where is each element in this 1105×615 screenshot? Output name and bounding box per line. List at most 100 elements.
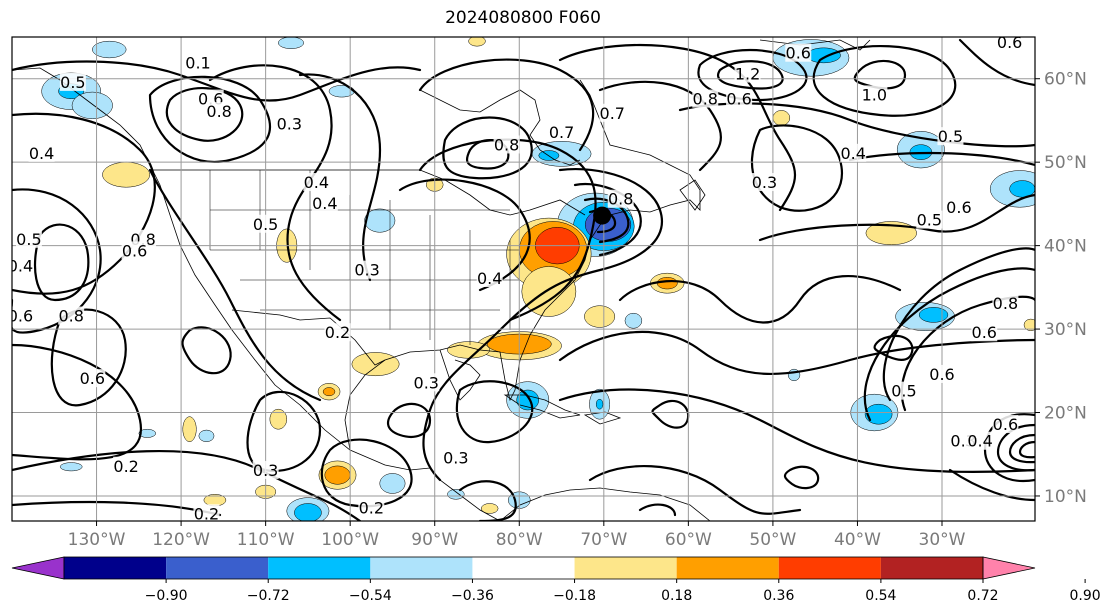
contour-label: 0.6 [726,90,751,109]
shaded-region [322,387,336,397]
contour-label: 0.2 [325,323,350,342]
contour-label: 0.8 [494,135,519,154]
contour-line [246,390,322,473]
shaded-region [480,503,499,514]
contour-label: 0.8 [693,90,718,109]
contour-line [853,59,907,90]
contour-line [958,38,1035,87]
contour-line [387,402,432,438]
lon-label: 50°W [749,530,796,550]
contour-label-bg [252,460,279,479]
contour-label: 0.3 [354,261,379,280]
contour-label-bg [311,193,338,212]
colorbar-segment [778,557,881,579]
contour-label-bg [58,306,85,325]
lon-label: 70°W [580,530,627,550]
lon-label: 30°W [919,530,966,550]
contour-line [33,223,90,302]
contour-line [651,399,690,429]
contour-label: 0.6 [122,241,147,260]
contour-line [442,116,533,180]
contour-label-bg [726,89,753,108]
contour-label-bg [916,210,943,229]
contour-label: 0.6 [929,365,954,384]
colorbar-tick-label: −0.72 [247,588,290,604]
contour-label-bg [324,323,351,342]
shaded-region [379,473,406,494]
contour-label-bg [971,323,998,342]
south-america-coast [499,487,711,521]
contour-line [422,328,502,482]
contour-label: 0.4 [8,256,33,275]
contour-line [848,151,1035,167]
contour-line [812,44,957,117]
contour-line [498,168,663,332]
storm-marker-layer [593,206,612,225]
contour-label: 0.2 [359,498,384,517]
contour-line [398,178,531,292]
lon-label: 130°W [68,530,126,550]
shaded-region [364,208,396,233]
yucatan-coast [439,349,481,401]
coastlines-and-borders [12,39,871,521]
contour-line [455,380,534,444]
contour-line [863,267,1035,422]
colorbar-segment [574,557,677,579]
contour-line [12,449,362,521]
contour-label-bg [193,504,220,521]
shaded-region [278,37,304,49]
contour-label-bg [992,415,1019,434]
contour-label-bg [354,260,381,279]
contour-label: 0.4 [477,269,502,288]
greenland [759,39,871,51]
contour-label-bg [840,143,867,162]
lat-lon-gridlines [12,37,1035,521]
newfoundland [679,179,706,211]
contour-line [717,60,784,90]
contour-label-bg [303,173,330,192]
colorbar-tick-label: −0.36 [451,588,494,604]
contour-label: 0.7 [600,104,625,123]
contour-label: 0.5 [60,73,85,92]
contour-line [418,58,595,152]
shaded-region [324,465,351,485]
colorbar-segment [472,557,575,579]
contour-label: 0.6 [8,307,33,326]
lat-label: 10°N [1044,487,1087,507]
contour-label: 0.5 [938,127,963,146]
contour-label: 0.2 [113,457,138,476]
contour-label: 0.2 [194,504,219,523]
contour-label: 0.3 [752,173,777,192]
shaded-region [864,403,893,425]
contour-label: 0.8 [206,102,231,121]
contour-label: 0.6 [80,369,105,388]
lat-label: 40°N [1044,237,1087,257]
shaded-region [521,266,577,317]
contour-label: 0.4 [841,144,866,163]
shaded-region [468,37,486,47]
contour-label: 0.5 [16,230,41,249]
latitude-tick-labels: 60°N 50°N 40°N 30°N 20°N 10°N [1035,70,1087,507]
colorbar-tick-label: 0.54 [865,588,896,604]
colorbar-tick-label: −0.90 [145,588,188,604]
contour-line [638,503,677,517]
contour-labels: 0.50.40.10.60.80.30.40.50.40.80.60.50.40… [8,37,1023,523]
contour-label-bg [992,294,1019,313]
contour-line [148,75,271,163]
contour-label-bg [890,381,917,400]
contour-label-bg [599,103,626,122]
shaded-region [595,398,604,410]
lat-label: 50°N [1044,153,1087,173]
contour-line [588,464,802,515]
contour-line [873,334,914,361]
lon-label: 40°W [834,530,881,550]
contour-label: 0.5 [917,211,942,230]
contour-label: 1.2 [735,65,760,84]
contour-lines [12,38,1035,521]
contour-label-bg [751,173,778,192]
contour-label: 0.7 [549,123,574,142]
contour-line [948,468,1035,502]
contour-label-bg [945,198,972,217]
contour-label-bg [996,37,1023,51]
